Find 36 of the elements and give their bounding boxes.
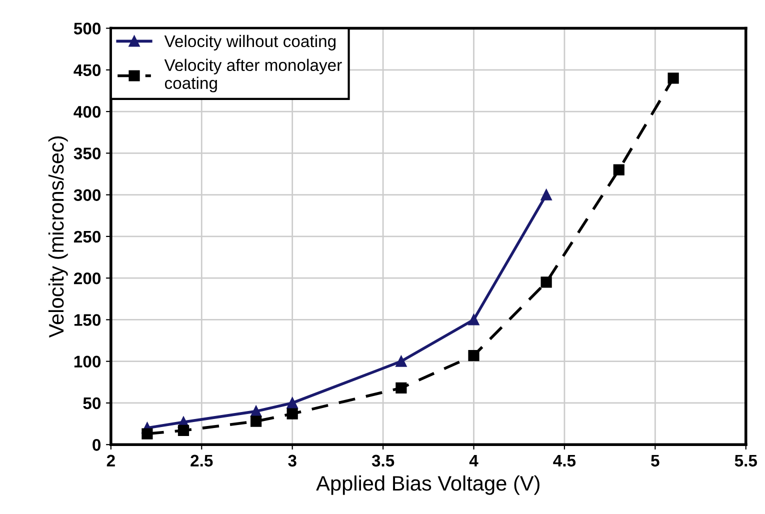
point bbox=[178, 424, 190, 436]
x-axis-title: Applied Bias Voltage (V) bbox=[316, 475, 540, 495]
x-tick-label: 2.5 bbox=[190, 454, 213, 467]
point bbox=[396, 356, 407, 367]
point bbox=[468, 350, 480, 362]
point bbox=[250, 416, 262, 427]
x-tick-label: 4.5 bbox=[553, 454, 576, 467]
point bbox=[286, 408, 298, 420]
y-tick-label: 150 bbox=[74, 314, 101, 326]
y-tick-label: 200 bbox=[74, 272, 101, 284]
point bbox=[540, 276, 552, 288]
legend-label: Velocity wilhout coating bbox=[164, 34, 336, 50]
x-tick-label: 3.5 bbox=[372, 454, 394, 467]
y-axis-title: Velocity (microns/sec) bbox=[48, 136, 68, 338]
point bbox=[142, 428, 153, 440]
y-tick-label: 100 bbox=[74, 356, 101, 368]
y-tick-label: 350 bbox=[74, 148, 101, 160]
x-tick-label: 2 bbox=[106, 454, 115, 466]
point bbox=[286, 397, 298, 409]
y-tick-label: 450 bbox=[74, 64, 101, 76]
point bbox=[468, 314, 480, 326]
point bbox=[540, 189, 552, 200]
y-tick-label: 400 bbox=[74, 106, 101, 118]
y-tick-label: 0 bbox=[92, 439, 101, 451]
x-tick-label: 5 bbox=[651, 454, 660, 467]
legend-label: Velocity after monolayer coating bbox=[164, 58, 342, 92]
y-tick-label: 500 bbox=[74, 22, 101, 34]
point bbox=[613, 164, 624, 176]
y-tick-label: 250 bbox=[74, 230, 101, 243]
y-tick-label: 300 bbox=[74, 189, 101, 202]
point bbox=[668, 72, 679, 84]
y-tick-label: 50 bbox=[83, 397, 101, 410]
x-tick-label: 3 bbox=[288, 454, 296, 467]
x-tick-label: 4 bbox=[469, 454, 478, 466]
x-tick-label: 5.5 bbox=[734, 454, 757, 467]
point bbox=[396, 382, 407, 394]
